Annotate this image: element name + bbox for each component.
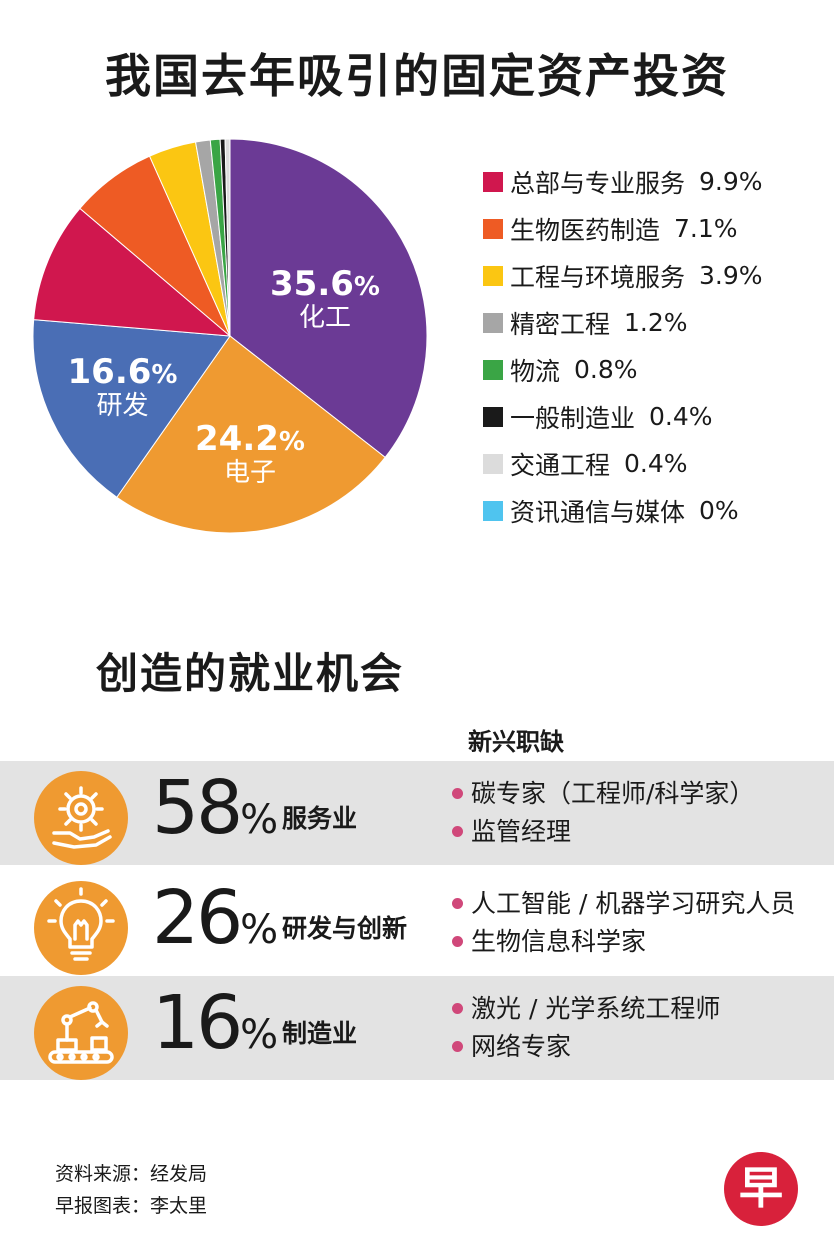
legend-swatch bbox=[483, 265, 503, 286]
jobs-title: 创造的就业机会 bbox=[96, 649, 405, 698]
credit-note: 早报图表：李太里 bbox=[55, 1195, 208, 1217]
pie-label-rnd: 16.6% 研发 bbox=[67, 352, 178, 422]
job-row-services: 58% 服务业 碳专家（工程师/科学家） 监管经理 bbox=[0, 761, 834, 865]
bullet-dot bbox=[452, 935, 463, 947]
job-percent: 58% bbox=[152, 765, 279, 851]
legend-swatch bbox=[483, 312, 503, 333]
bullet-dot bbox=[452, 897, 463, 909]
legend-item: 精密工程 1.2% bbox=[483, 299, 763, 346]
legend-item: 总部与专业服务 9.9% bbox=[483, 158, 763, 205]
legend-swatch bbox=[483, 500, 503, 521]
zaobao-logo: 早 bbox=[724, 1152, 798, 1226]
pie-slice-3 bbox=[33, 207, 232, 337]
pie-slice-1 bbox=[116, 335, 386, 534]
footer: 资料来源：经发局 早报图表：李太里 bbox=[55, 1158, 207, 1222]
bullet-dot bbox=[452, 825, 463, 837]
job-role: 网络专家 bbox=[452, 1028, 720, 1066]
job-roles: 人工智能 / 机器学习研究人员 生物信息科学家 bbox=[452, 885, 795, 961]
source-note: 资料来源：经发局 bbox=[55, 1163, 208, 1185]
legend-item: 交通工程 0.4% bbox=[483, 440, 763, 487]
job-role: 生物信息科学家 bbox=[452, 923, 795, 961]
pie-slice-0 bbox=[229, 138, 428, 459]
pie-chart bbox=[32, 138, 428, 534]
legend-swatch bbox=[483, 218, 503, 239]
pie-label-chemicals: 35.6% 化工 bbox=[270, 264, 380, 334]
bullet-dot bbox=[452, 1002, 463, 1014]
legend-item: 工程与环境服务 3.9% bbox=[483, 252, 763, 299]
bullet-dot bbox=[452, 787, 463, 799]
job-role: 人工智能 / 机器学习研究人员 bbox=[452, 885, 795, 923]
legend-item: 一般制造业 0.4% bbox=[483, 393, 763, 440]
legend-swatch bbox=[483, 406, 503, 427]
job-roles: 激光 / 光学系统工程师 网络专家 bbox=[452, 990, 720, 1066]
pie-slice-9 bbox=[224, 138, 231, 337]
gear-hand-icon bbox=[34, 771, 128, 865]
legend-swatch bbox=[483, 171, 503, 192]
legend: 总部与专业服务 9.9% 生物医药制造 7.1% 工程与环境服务 3.9% 精密工程 1… bbox=[483, 158, 763, 534]
job-role: 碳专家（工程师/科学家） bbox=[452, 775, 754, 813]
job-percent: 26% bbox=[152, 875, 279, 961]
jobs-header: 新兴职缺 bbox=[468, 728, 564, 756]
legend-item: 资讯通信与媒体 0% bbox=[483, 487, 763, 534]
job-sector: 制造业 bbox=[282, 1019, 358, 1048]
chart-title: 我国去年吸引的固定资产投资 bbox=[105, 49, 729, 103]
legend-swatch bbox=[483, 453, 503, 474]
legend-item: 物流 0.8% bbox=[483, 346, 763, 393]
job-role: 激光 / 光学系统工程师 bbox=[452, 990, 720, 1028]
pie-label-electronics: 24.2% 电子 bbox=[195, 419, 305, 489]
lightbulb-icon bbox=[34, 881, 128, 975]
legend-item: 生物医药制造 7.1% bbox=[483, 205, 763, 252]
robot-arm-icon bbox=[34, 986, 128, 1080]
bullet-dot bbox=[452, 1040, 463, 1052]
job-percent: 16% bbox=[152, 980, 279, 1066]
job-sector: 服务业 bbox=[282, 804, 358, 833]
legend-swatch bbox=[483, 359, 503, 380]
job-sector: 研发与创新 bbox=[282, 914, 408, 943]
pie-slice-2 bbox=[32, 319, 231, 498]
job-row-rnd: 26% 研发与创新 人工智能 / 机器学习研究人员 生物信息科学家 bbox=[0, 871, 834, 975]
job-row-manufacturing: 16% 制造业 激光 / 光学系统工程师 网络专家 bbox=[0, 976, 834, 1080]
job-role: 监管经理 bbox=[452, 813, 754, 851]
job-roles: 碳专家（工程师/科学家） 监管经理 bbox=[452, 775, 754, 851]
